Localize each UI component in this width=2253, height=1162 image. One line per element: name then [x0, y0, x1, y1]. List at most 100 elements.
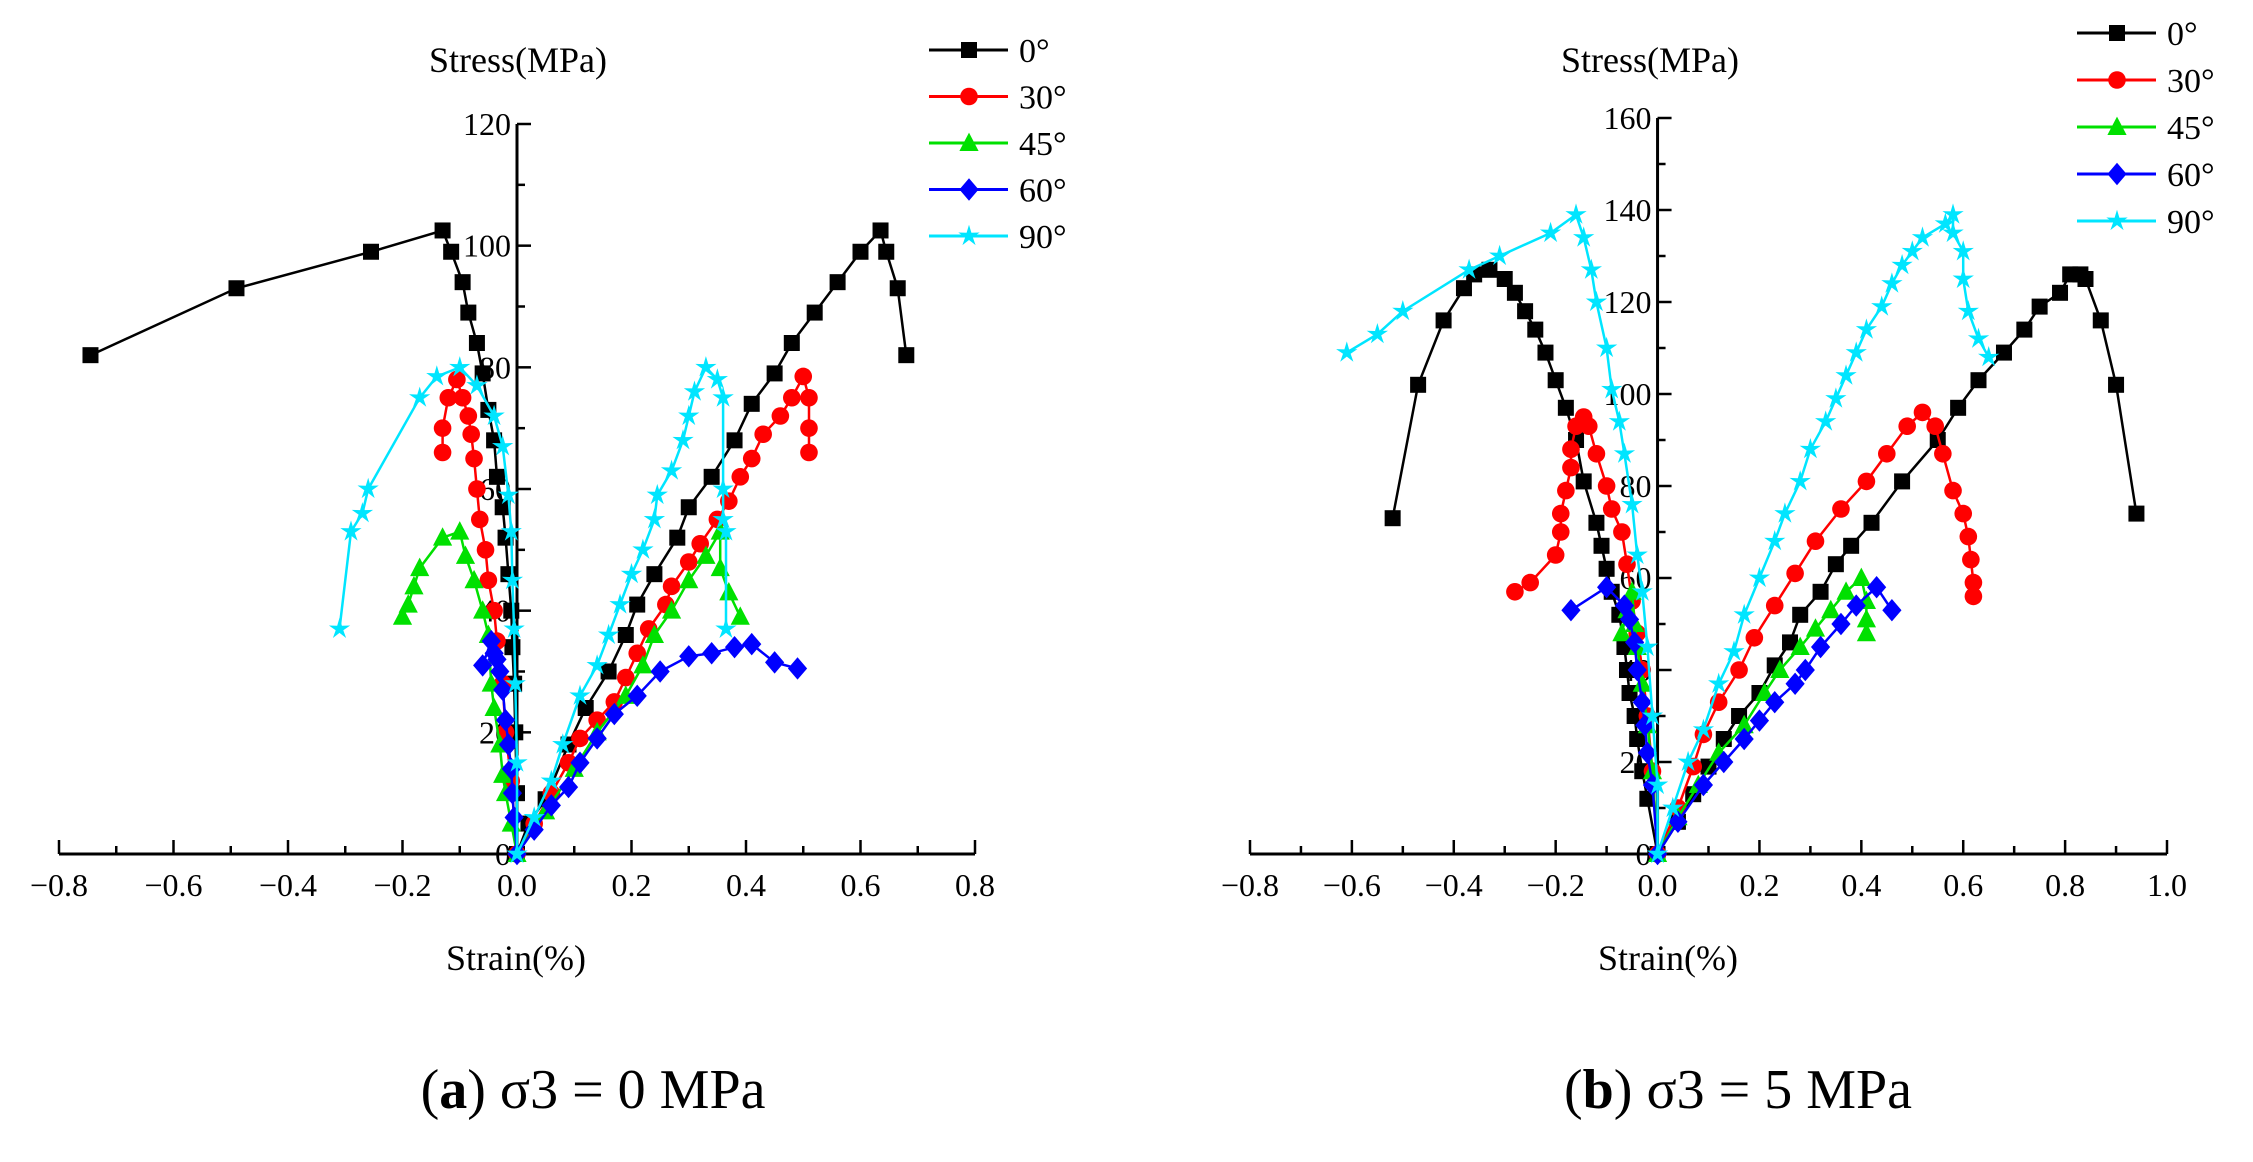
caption-label: b — [1583, 1059, 1614, 1121]
x-tick-label: 0.2 — [612, 867, 652, 903]
data-point — [1856, 609, 1877, 628]
data-point — [1336, 341, 1358, 362]
data-point — [712, 477, 734, 499]
data-point — [1551, 523, 1570, 541]
data-point — [794, 367, 813, 386]
data-point — [363, 243, 380, 260]
data-point — [1537, 344, 1554, 361]
data-point — [1612, 622, 1632, 642]
data-point — [1952, 240, 1974, 261]
data-point — [898, 347, 915, 364]
data-point — [1827, 556, 1844, 573]
data-point — [1786, 564, 1804, 583]
legend-item: 90° — [929, 219, 1067, 256]
data-point — [577, 700, 594, 716]
data-point — [1978, 346, 2000, 367]
data-point — [481, 629, 501, 653]
data-point — [1942, 203, 1964, 224]
data-point — [1593, 537, 1610, 554]
data-point — [712, 508, 734, 529]
series-60deg — [473, 629, 808, 866]
data-point — [494, 499, 511, 516]
x-tick-label: −0.6 — [1323, 867, 1381, 903]
data-point — [1366, 323, 1388, 344]
data-point — [604, 702, 624, 726]
legend-item: 45° — [2077, 110, 2215, 147]
data-point — [426, 365, 448, 386]
data-point — [476, 541, 495, 559]
data-point — [1557, 399, 1574, 416]
legend-marker — [959, 178, 979, 201]
legend-marker — [958, 224, 980, 246]
data-point — [702, 642, 722, 665]
data-point — [82, 347, 99, 364]
data-point — [570, 751, 590, 774]
data-point — [1622, 581, 1642, 600]
data-point — [726, 432, 743, 449]
data-point — [1613, 523, 1631, 541]
data-point — [1573, 226, 1595, 247]
x-tick-label: −0.2 — [373, 867, 431, 903]
data-point — [1708, 672, 1730, 693]
data-point — [433, 443, 452, 462]
data-point — [783, 335, 800, 351]
legend-label: 45° — [2167, 110, 2215, 147]
data-point — [1646, 773, 1669, 795]
data-point — [1597, 477, 1616, 495]
legend-item: 60° — [929, 173, 1067, 210]
data-point — [588, 711, 606, 729]
data-point — [852, 243, 869, 260]
series-line — [1346, 211, 1990, 855]
data-point — [464, 569, 484, 589]
legend-label: 0° — [1019, 33, 1050, 70]
legend-item: 45° — [929, 126, 1067, 163]
series-90deg — [1336, 203, 2000, 864]
data-point — [465, 449, 483, 468]
x-tick-label: 0.0 — [1638, 867, 1678, 903]
legend-marker — [2108, 71, 2126, 89]
data-point — [468, 335, 485, 351]
data-point — [715, 617, 737, 638]
data-point — [1942, 221, 1964, 243]
data-point — [1489, 244, 1511, 266]
data-point — [1506, 583, 1524, 601]
data-point — [409, 386, 431, 407]
data-point — [1527, 321, 1544, 338]
panel-a-chart: Stress(MPa) Strain(%) (a) σ3 = 0 MPa −0.… — [30, 33, 1067, 1121]
data-point — [783, 388, 801, 407]
data-point — [1557, 481, 1575, 500]
data-point — [1632, 673, 1652, 692]
y-tick-label: 160 — [1604, 100, 1652, 136]
x-tick-label: 0.4 — [726, 867, 766, 903]
data-point — [1621, 493, 1643, 514]
legend-label: 30° — [1019, 80, 1067, 117]
data-point — [473, 654, 493, 677]
data-point — [1626, 708, 1643, 724]
legend-marker — [961, 42, 977, 58]
data-point — [1857, 472, 1876, 491]
data-point — [616, 668, 635, 687]
data-point — [484, 697, 504, 716]
data-point — [2128, 505, 2145, 522]
legend-label: 30° — [2167, 63, 2215, 100]
data-point — [540, 769, 562, 791]
data-point — [1619, 608, 1640, 631]
data-point — [696, 545, 716, 564]
data-point — [800, 443, 818, 462]
legend-label: 90° — [2167, 204, 2215, 241]
data-point — [627, 684, 647, 708]
data-point — [492, 435, 514, 456]
data-point — [1627, 658, 1647, 682]
data-point — [1898, 417, 1916, 436]
y-tick-label: 0 — [495, 836, 511, 872]
data-point — [1384, 510, 1401, 527]
data-point — [742, 632, 762, 656]
data-point — [1805, 618, 1826, 637]
data-point — [1954, 504, 1973, 523]
data-point — [1894, 473, 1911, 490]
y-tick-label: 140 — [1604, 192, 1652, 228]
data-point — [878, 243, 895, 260]
data-point — [1815, 410, 1837, 431]
x-tick-label: 0.2 — [1739, 867, 1779, 903]
data-point — [1785, 672, 1805, 695]
